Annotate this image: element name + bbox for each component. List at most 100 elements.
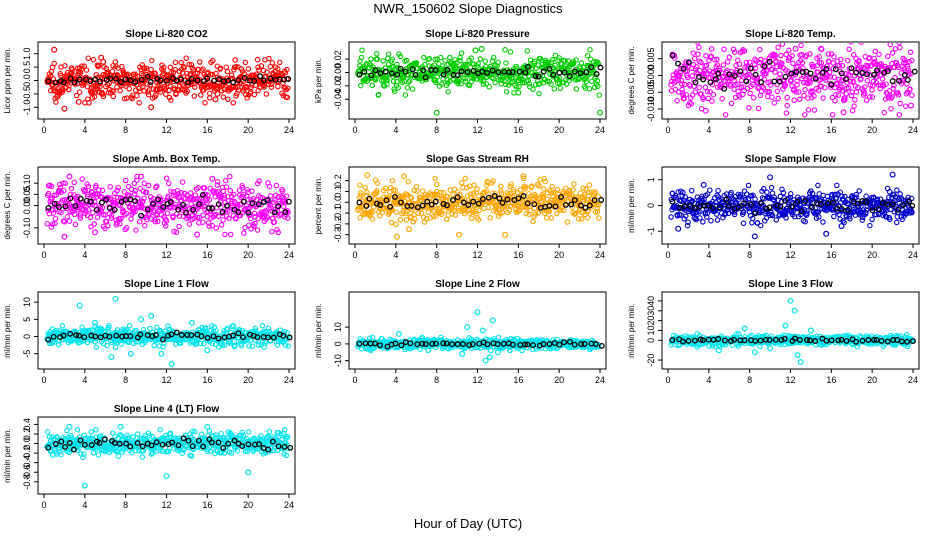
data-point — [388, 219, 395, 226]
data-point — [94, 214, 101, 221]
y-tick-label: -0.5 — [22, 86, 32, 102]
y-tick-label: 0.1 — [333, 185, 343, 198]
outlier-point — [406, 226, 413, 233]
data-point — [369, 209, 376, 215]
reference-point — [122, 76, 129, 83]
reference-point — [848, 65, 855, 72]
data-point — [74, 81, 81, 87]
data-point — [684, 74, 691, 81]
data-point — [255, 215, 261, 222]
data-point — [136, 100, 142, 106]
data-point — [782, 82, 789, 88]
data-point — [595, 201, 602, 208]
data-point — [847, 78, 854, 85]
data-point — [890, 85, 896, 92]
data-point — [149, 57, 155, 64]
y-tick-label: 0.000 — [646, 64, 656, 87]
y-tick-label: 0.0 — [22, 74, 32, 87]
data-point — [254, 227, 261, 233]
reference-point — [178, 332, 185, 338]
data-point — [403, 57, 410, 64]
data-point — [674, 97, 680, 104]
y-tick-label: 0.02 — [333, 50, 343, 68]
x-tick-label: 12 — [161, 250, 171, 260]
data-point — [432, 56, 438, 63]
data-point — [230, 100, 237, 106]
data-point — [566, 187, 573, 194]
data-point — [831, 74, 837, 80]
data-point — [867, 72, 874, 79]
data-point — [237, 202, 243, 208]
data-point — [859, 217, 866, 223]
outlier-point — [100, 58, 107, 65]
reference-point — [419, 202, 426, 209]
data-point — [695, 51, 701, 57]
data-point — [842, 97, 848, 103]
data-point — [495, 334, 502, 341]
outlier-point — [596, 109, 603, 116]
reference-point — [680, 65, 687, 72]
outlier-point — [158, 350, 165, 357]
data-point — [244, 186, 250, 193]
y-tick-label: -0.2 — [333, 216, 343, 232]
data-point — [179, 179, 186, 185]
reference-point — [235, 209, 242, 216]
reference-point — [282, 209, 289, 215]
data-point — [865, 62, 871, 69]
x-tick-label: 0 — [352, 125, 357, 135]
reference-point — [491, 193, 498, 199]
reference-point — [904, 76, 911, 83]
data-point — [166, 180, 172, 187]
data-point — [100, 93, 107, 100]
data-point — [66, 218, 73, 224]
data-point — [96, 62, 102, 68]
data-point — [864, 77, 871, 84]
data-point — [834, 182, 840, 189]
data-point — [901, 60, 907, 66]
data-point — [220, 94, 227, 100]
data-point — [704, 88, 711, 95]
data-point — [846, 85, 852, 91]
data-point — [56, 181, 63, 188]
reference-point — [87, 198, 94, 205]
reference-point — [215, 201, 222, 208]
data-point — [209, 223, 216, 229]
reference-point — [591, 197, 598, 204]
data-point — [843, 91, 850, 97]
data-point — [417, 194, 424, 201]
reference-point — [716, 204, 723, 211]
data-point — [696, 44, 702, 51]
y-tick-label: -0.1 — [333, 205, 343, 221]
data-point — [445, 88, 451, 95]
data-point — [755, 105, 762, 112]
data-point — [720, 73, 727, 80]
data-point — [134, 177, 140, 183]
data-point — [91, 199, 98, 205]
data-point — [852, 97, 858, 103]
reference-point — [196, 201, 202, 208]
reference-point — [199, 191, 206, 198]
data-point — [809, 190, 816, 197]
reference-point — [562, 201, 569, 208]
data-point — [59, 323, 66, 329]
data-point — [824, 63, 830, 69]
data-point — [227, 231, 234, 238]
reference-point — [127, 333, 134, 340]
data-point — [134, 92, 140, 99]
data-point — [61, 219, 68, 225]
data-point — [181, 65, 187, 71]
reference-point — [737, 68, 744, 75]
data-point — [832, 97, 838, 104]
reference-point — [251, 78, 258, 84]
reference-point — [522, 69, 529, 76]
data-point — [907, 86, 913, 92]
data-point — [414, 188, 420, 194]
data-point — [713, 211, 720, 217]
data-point — [224, 68, 231, 75]
x-tick-label: 24 — [284, 375, 294, 385]
y-tick-label: -10 — [333, 354, 343, 367]
data-point — [796, 96, 803, 103]
data-point — [234, 201, 241, 208]
data-point — [139, 198, 146, 205]
